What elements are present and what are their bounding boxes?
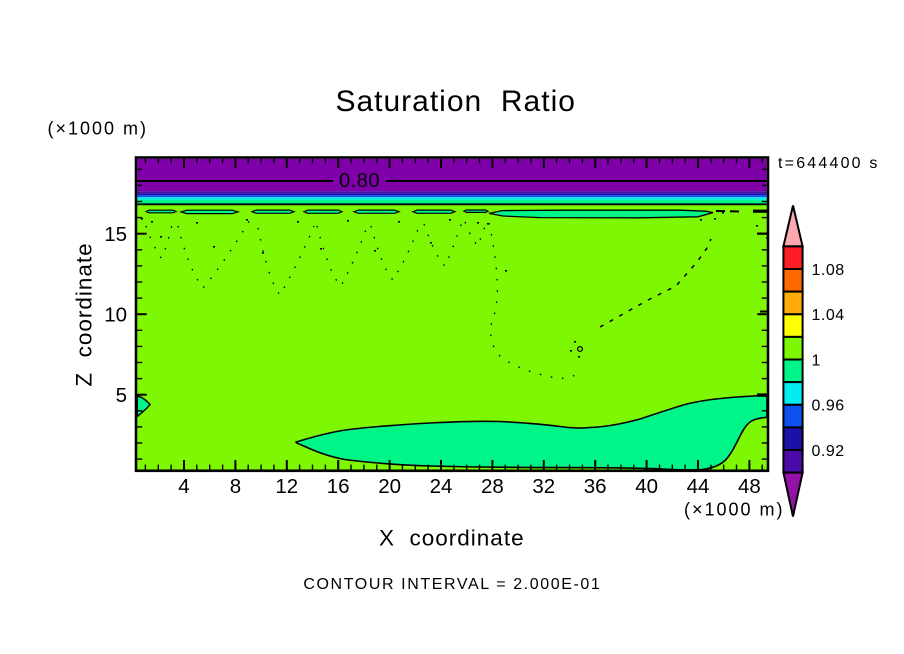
svg-text:5: 5 [116,384,127,407]
svg-text:10: 10 [104,303,127,326]
svg-text:Saturation Ratio: Saturation Ratio [335,85,575,118]
svg-text:1.08: 1.08 [812,262,845,279]
svg-text:CONTOUR INTERVAL = 2.000E-01: CONTOUR INTERVAL = 2.000E-01 [303,576,601,593]
svg-text:8: 8 [230,475,241,498]
svg-text:4: 4 [178,475,189,498]
svg-text:0.92: 0.92 [812,443,845,460]
svg-text:40: 40 [635,475,658,498]
svg-text:32: 32 [532,475,555,498]
svg-text:0.80: 0.80 [339,170,380,192]
svg-text:1: 1 [812,352,821,369]
svg-text:44: 44 [687,475,710,498]
svg-text:36: 36 [584,475,607,498]
svg-text:1.04: 1.04 [812,307,845,324]
svg-text:48: 48 [738,475,761,498]
svg-text:(×1000 m): (×1000 m) [684,500,785,520]
svg-text:X coordinate: X coordinate [379,526,525,551]
svg-text:0.96: 0.96 [812,398,845,415]
svg-text:(×1000 m): (×1000 m) [48,119,149,139]
svg-text:24: 24 [430,475,453,498]
svg-text:t=644400 s: t=644400 s [778,155,880,172]
svg-text:Z coordinate: Z coordinate [72,242,97,386]
svg-text:28: 28 [481,475,504,498]
svg-text:16: 16 [327,475,350,498]
svg-text:20: 20 [378,475,401,498]
svg-text:12: 12 [275,475,298,498]
svg-text:15: 15 [104,223,127,246]
